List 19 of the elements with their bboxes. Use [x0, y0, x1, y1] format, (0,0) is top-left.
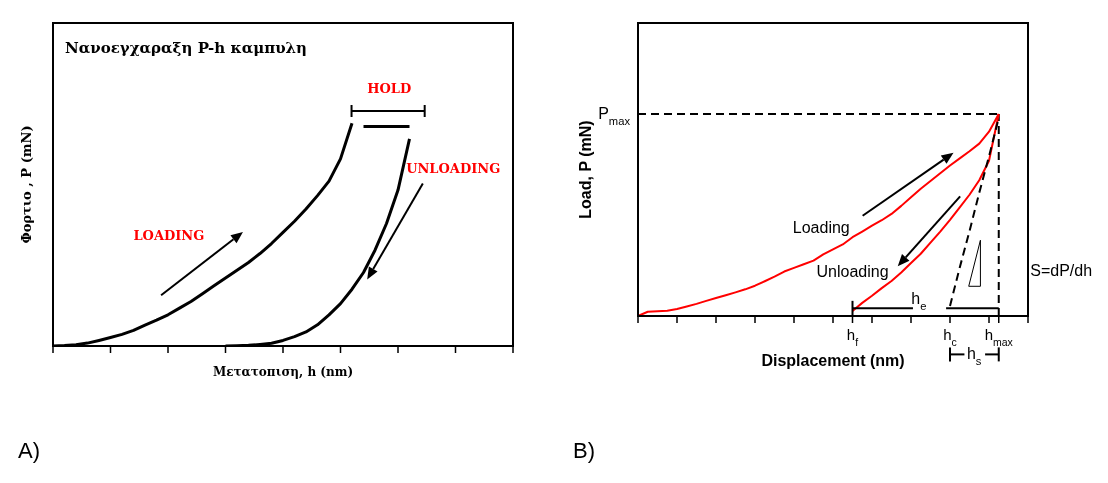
y-axis-title: Load, P (mN)	[577, 120, 594, 219]
x-tick-label: h$_{max}$	[984, 326, 1014, 348]
chart-title: Νανοεγχαραξη P-h καμπυλη	[65, 39, 308, 57]
annotation: Unloading	[816, 263, 889, 281]
x-axis-title: Μετατοπιση, h (nm)	[212, 365, 354, 379]
y-axis-title: Φορτιο , P (mN)	[19, 125, 34, 244]
x-tick-label: h$_{c}$	[943, 326, 957, 348]
text: A)	[18, 438, 40, 464]
annotation: h$_{e}$	[911, 289, 927, 312]
text: S=dP/dh	[1030, 261, 1093, 279]
series-label: P$_{max}$	[598, 104, 631, 127]
x-tick-label: h$_{f}$	[846, 326, 859, 348]
x-axis-title: Displacement (nm)	[761, 352, 905, 369]
text: h$_{s}$	[966, 345, 982, 368]
annotation: UNLOADING	[406, 160, 501, 176]
annotation: Loading	[792, 218, 850, 236]
annotation: LOADING	[133, 227, 205, 243]
text: B)	[573, 438, 595, 464]
text: HOLD	[367, 80, 412, 96]
